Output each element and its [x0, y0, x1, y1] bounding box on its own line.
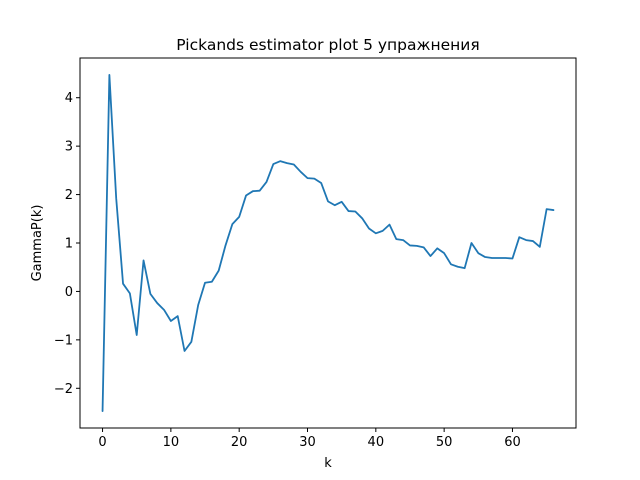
y-tick-label: −2 — [54, 382, 73, 397]
axes-frame — [79, 57, 577, 429]
x-tick-label: 40 — [368, 435, 385, 450]
chart-title: Pickands estimator plot 5 упражнения — [176, 36, 479, 54]
x-tick-label: 60 — [504, 435, 521, 450]
y-axis-ticks: −2 −1 0 1 2 3 4 — [54, 91, 80, 397]
y-axis-label: GammaP(k) — [30, 205, 45, 282]
y-tick-label: 0 — [65, 285, 73, 300]
y-tick-label: −1 — [54, 333, 73, 348]
x-tick-label: 50 — [436, 435, 453, 450]
x-axis-label: k — [324, 456, 332, 471]
x-axis-ticks: 0 10 20 30 40 50 60 — [98, 428, 521, 450]
plot-area — [101, 74, 555, 412]
x-tick-label: 0 — [98, 435, 106, 450]
y-tick-label: 1 — [65, 237, 73, 252]
x-tick-label: 10 — [163, 435, 180, 450]
y-tick-label: 3 — [65, 140, 73, 155]
y-tick-label: 4 — [65, 91, 73, 106]
x-tick-label: 30 — [299, 435, 316, 450]
series-line-0 — [101, 74, 555, 412]
y-tick-label: 2 — [65, 188, 73, 203]
x-tick-label: 20 — [231, 435, 248, 450]
